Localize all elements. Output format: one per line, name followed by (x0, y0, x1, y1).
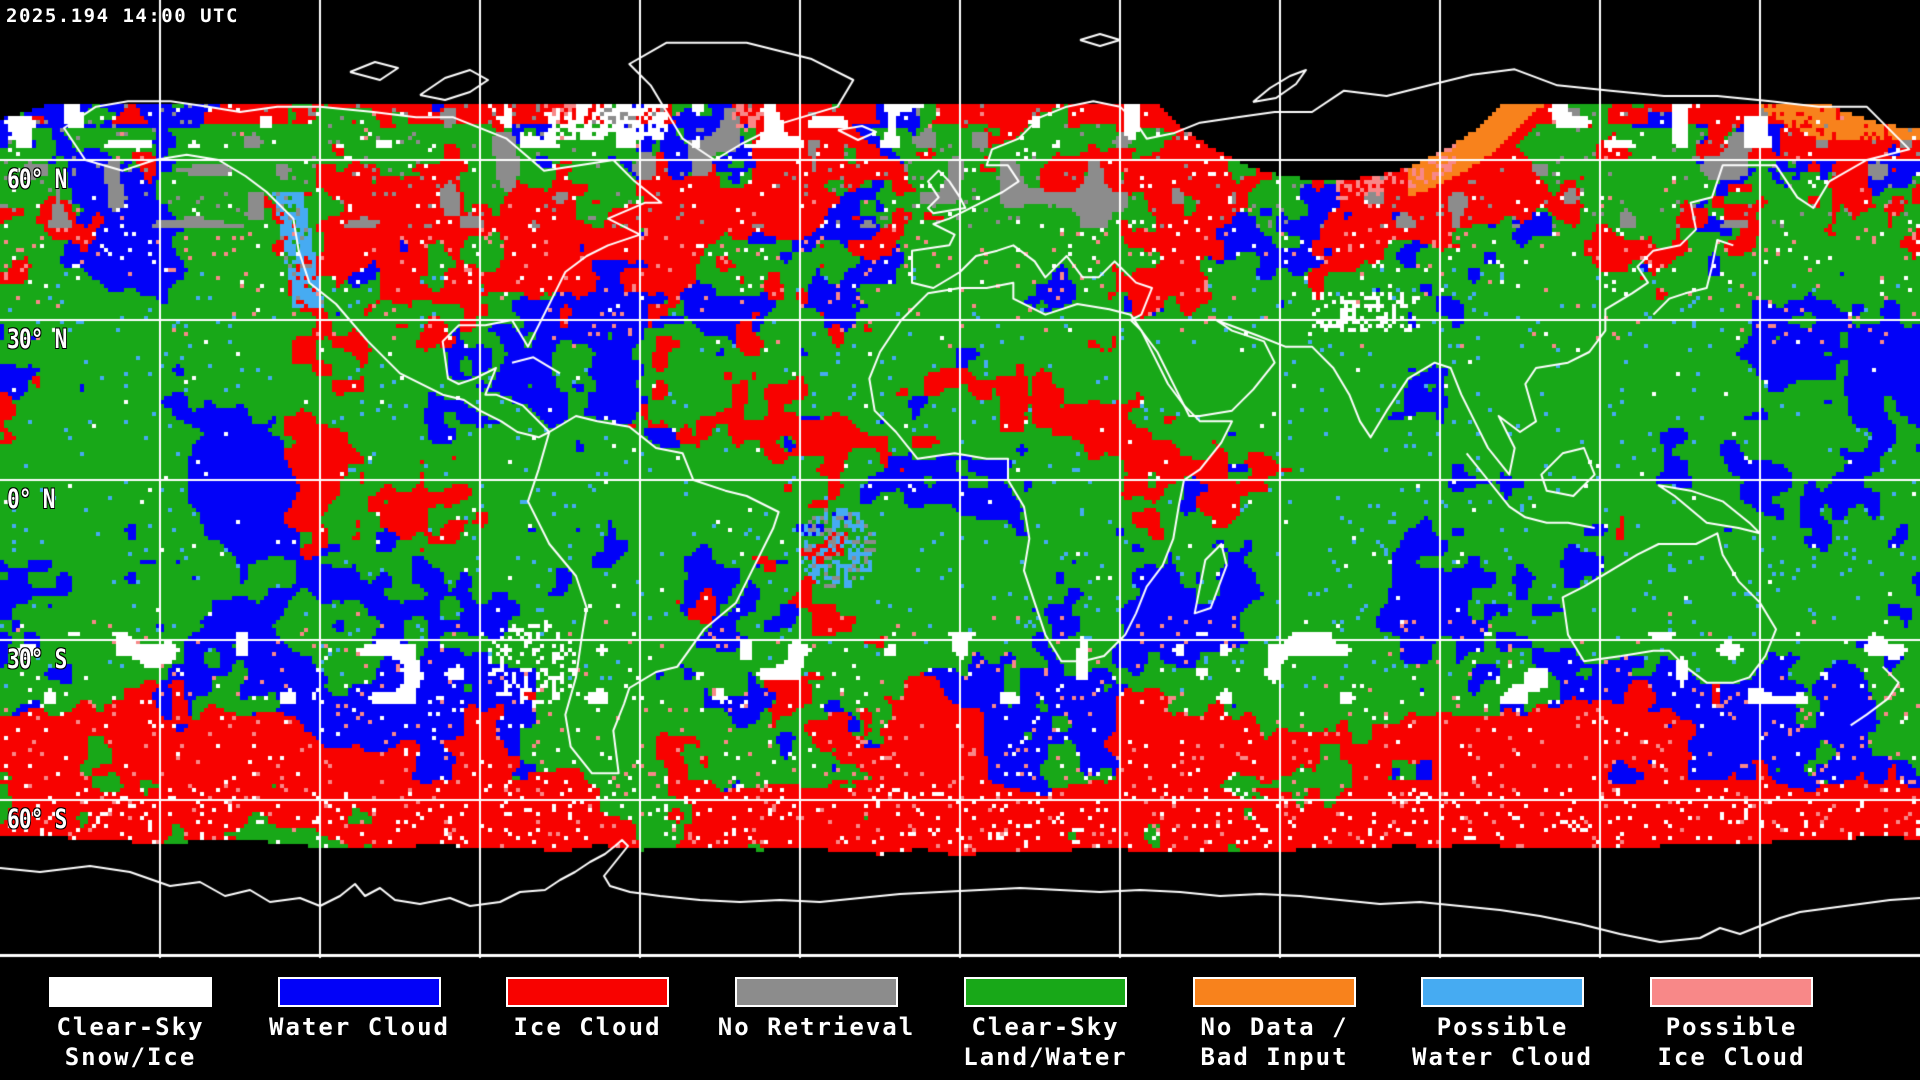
legend-label-clear-sky-snow-ice: Clear-Sky (56, 1013, 205, 1041)
latitude-label: 60° N (7, 164, 67, 195)
legend-label-possible-water-cloud-line2: Water Cloud (1412, 1043, 1593, 1071)
legend-item-possible-water-cloud: Possible Water Cloud (1412, 977, 1591, 1077)
legend-item-no-retrieval: No Retrieval (718, 977, 913, 1077)
legend-label-clear-sky-land-water: Clear-Sky (971, 1013, 1120, 1041)
legend-item-clear-sky-land-water: Clear-Sky Land/Water (963, 977, 1128, 1077)
legend-item-no-data-bad-input: No Data / Bad Input (1193, 977, 1356, 1077)
legend-swatch-no-retrieval (735, 977, 898, 1007)
legend-swatch-clear-sky-land-water (964, 977, 1127, 1007)
legend-swatch-ice-cloud (506, 977, 669, 1007)
latitude-label: 60° S (7, 804, 67, 835)
legend-label-possible-ice-cloud: Possible (1665, 1013, 1798, 1041)
legend-swatch-possible-water-cloud (1421, 977, 1584, 1007)
latitude-label: 0° N (7, 484, 55, 515)
legend-label-possible-water-cloud: Possible (1436, 1013, 1569, 1041)
latitude-label: 30° N (7, 324, 67, 355)
legend-item-possible-ice-cloud: Possible Ice Cloud (1650, 977, 1813, 1077)
legend-item-ice-cloud: Ice Cloud (506, 977, 669, 1077)
legend-label-no-retrieval: No Retrieval (717, 1013, 916, 1041)
legend-label-possible-ice-cloud-line2: Ice Cloud (1657, 1043, 1806, 1071)
legend-swatch-no-data-bad-input (1193, 977, 1356, 1007)
legend-item-water-cloud: Water Cloud (269, 977, 448, 1077)
legend-label-ice-cloud: Ice Cloud (513, 1013, 662, 1041)
legend-swatch-possible-ice-cloud (1650, 977, 1813, 1007)
legend-label-clear-sky-land-water-line2: Land/Water (963, 1043, 1128, 1071)
legend-item-clear-sky-snow-ice: Clear-Sky Snow/Ice (49, 977, 212, 1077)
legend-label-clear-sky-snow-ice-line2: Snow/Ice (64, 1043, 197, 1071)
legend-label-no-data-bad-input: No Data / (1200, 1013, 1349, 1041)
timestamp: 2025.194 14:00 UTC (6, 5, 239, 27)
legend-label-water-cloud: Water Cloud (269, 1013, 450, 1041)
legend-label-no-data-bad-input-line2: Bad Input (1200, 1043, 1349, 1071)
legend-swatch-water-cloud (278, 977, 441, 1007)
legend-swatch-clear-sky-snow-ice (49, 977, 212, 1007)
latitude-label: 30° S (7, 644, 67, 675)
world-map-canvas (0, 0, 1920, 960)
